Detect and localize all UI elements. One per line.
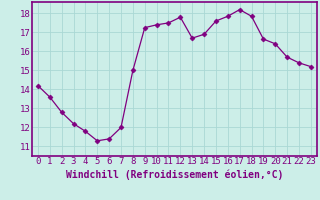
X-axis label: Windchill (Refroidissement éolien,°C): Windchill (Refroidissement éolien,°C) bbox=[66, 169, 283, 180]
